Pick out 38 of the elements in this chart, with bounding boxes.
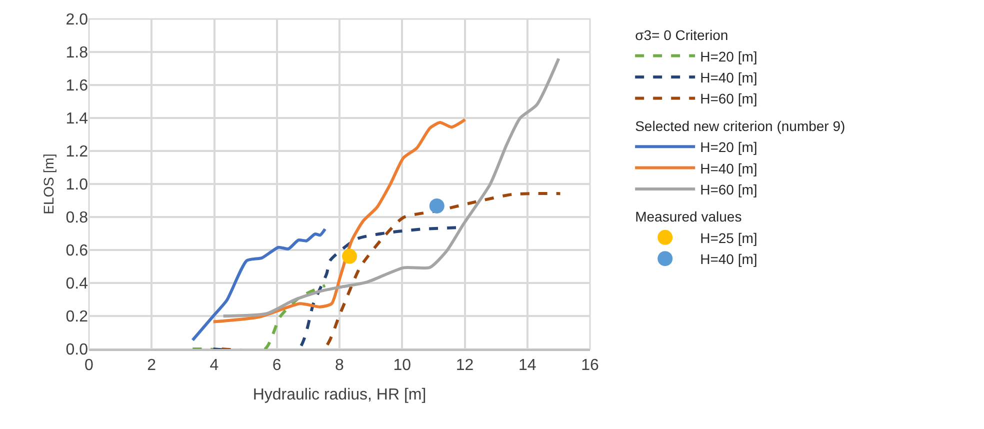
legend-label: H=40 [m]	[700, 251, 758, 268]
x-axis-title: Hydraulic radius, HR [m]	[252, 386, 426, 404]
y-tick-label: 0.2	[66, 308, 88, 326]
x-tick-label: 14	[518, 357, 536, 374]
line-series	[222, 57, 560, 318]
y-tick-label: 1.6	[66, 78, 88, 95]
y-tick-label: 0.0	[66, 342, 88, 359]
line-series	[220, 192, 562, 349]
legend-label: H=20 [m]	[700, 48, 758, 64]
line-series	[212, 118, 467, 324]
x-tick-label: 16	[581, 357, 599, 374]
x-tick-label: 8	[335, 357, 344, 374]
legend-label: H=60 [m]	[700, 181, 758, 198]
x-tick-label: 0	[84, 357, 94, 374]
line-series	[191, 284, 327, 349]
y-tick-label: 1.4	[66, 110, 88, 128]
y-tick-label: 0.8	[66, 210, 88, 227]
x-tick-label: 4	[210, 357, 219, 374]
line-series	[191, 228, 327, 342]
legend-label: H=40 [m]	[700, 69, 758, 86]
y-axis-title: ELOS [m]	[40, 154, 56, 214]
y-tick-label: 0.4	[66, 276, 88, 293]
x-tick-label: 10	[393, 357, 412, 374]
text: Selected new criterion (number 9)	[635, 118, 846, 134]
legend-label: H=20 [m]	[700, 139, 758, 156]
legend-label: H=60 [m]	[700, 90, 758, 107]
y-tick-label: 0.6	[66, 242, 88, 260]
text: σ3= 0 Criterion	[635, 27, 728, 44]
y-tick-label: 1.8	[66, 44, 88, 62]
text: Measured values	[635, 208, 742, 225]
y-tick-label: 2.0	[66, 12, 88, 29]
y-tick-label: 1.0	[66, 176, 88, 194]
x-tick-label: 12	[456, 357, 474, 374]
y-tick-label: 1.2	[66, 144, 88, 161]
legend-label: H=25 [m]	[700, 230, 758, 246]
x-tick-label: 2	[147, 357, 156, 374]
x-tick-label: 6	[272, 357, 282, 374]
legend-label: H=40 [m]	[700, 160, 758, 176]
